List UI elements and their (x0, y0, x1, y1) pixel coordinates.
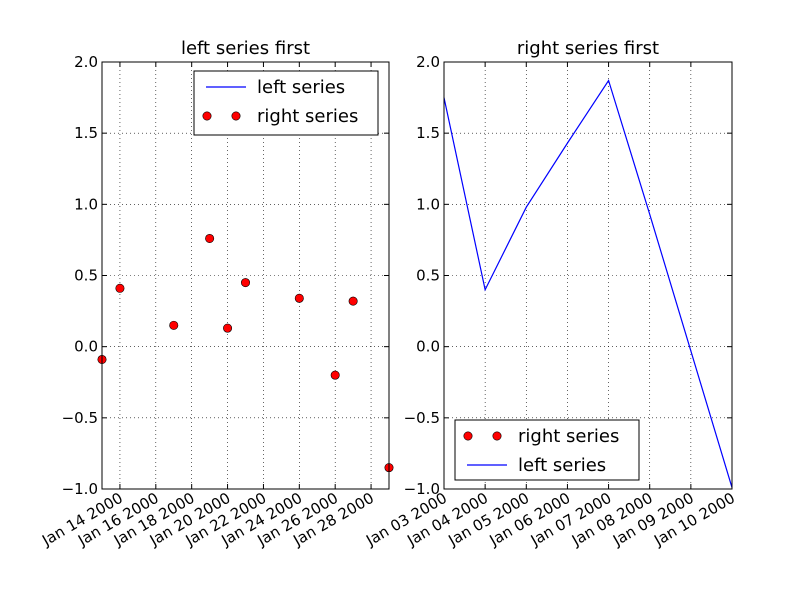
data-point (330, 370, 340, 380)
legend-label: right series (518, 426, 619, 447)
y-tick-label: −1.0 (62, 480, 98, 498)
legend-box (454, 419, 640, 481)
y-tick-label: 0.0 (416, 338, 440, 356)
y-tick-label: −1.0 (404, 480, 440, 498)
data-point (205, 233, 215, 243)
series-line-left-series (443, 79, 733, 488)
data-point (294, 293, 304, 303)
legend-marker-swatch (231, 111, 241, 121)
y-tick-label: 2.0 (416, 53, 440, 71)
y-tick-label: 1.0 (74, 195, 98, 213)
chart-title: left series first (181, 38, 310, 59)
y-axis: 2.0 1.5 1.0 0.5 0.0 −0.5 −1.0 (404, 53, 732, 498)
legend-marker-swatch (202, 111, 212, 121)
data-point (241, 278, 251, 288)
y-tick-label: −0.5 (404, 409, 440, 427)
data-point (169, 320, 179, 330)
y-tick-label: 0.0 (74, 338, 98, 356)
y-tick-label: 0.5 (416, 267, 440, 285)
legend-marker-swatch (463, 431, 473, 441)
y-tick-label: 1.5 (416, 124, 440, 142)
y-tick-label: −0.5 (62, 409, 98, 427)
series-layer (443, 79, 733, 488)
y-tick-label: 0.5 (74, 267, 98, 285)
legend-marker-swatch (492, 431, 502, 441)
y-tick-label: 2.0 (74, 53, 98, 71)
legend-label: right series (257, 106, 358, 127)
legend-label: left series (257, 77, 345, 98)
legend-label: left series (518, 455, 606, 476)
legend: left series right series (193, 70, 379, 136)
y-axis: 2.0 1.5 1.0 0.5 0.0 −0.5 −1.0 (62, 53, 389, 498)
y-tick-label: 1.5 (74, 124, 98, 142)
legend: right series left series (454, 419, 640, 481)
data-point (223, 323, 233, 333)
chart-title: right series first (517, 38, 659, 59)
data-point (115, 283, 125, 293)
y-tick-label: 1.0 (416, 195, 440, 213)
data-point (348, 296, 358, 306)
legend-box (193, 70, 379, 136)
